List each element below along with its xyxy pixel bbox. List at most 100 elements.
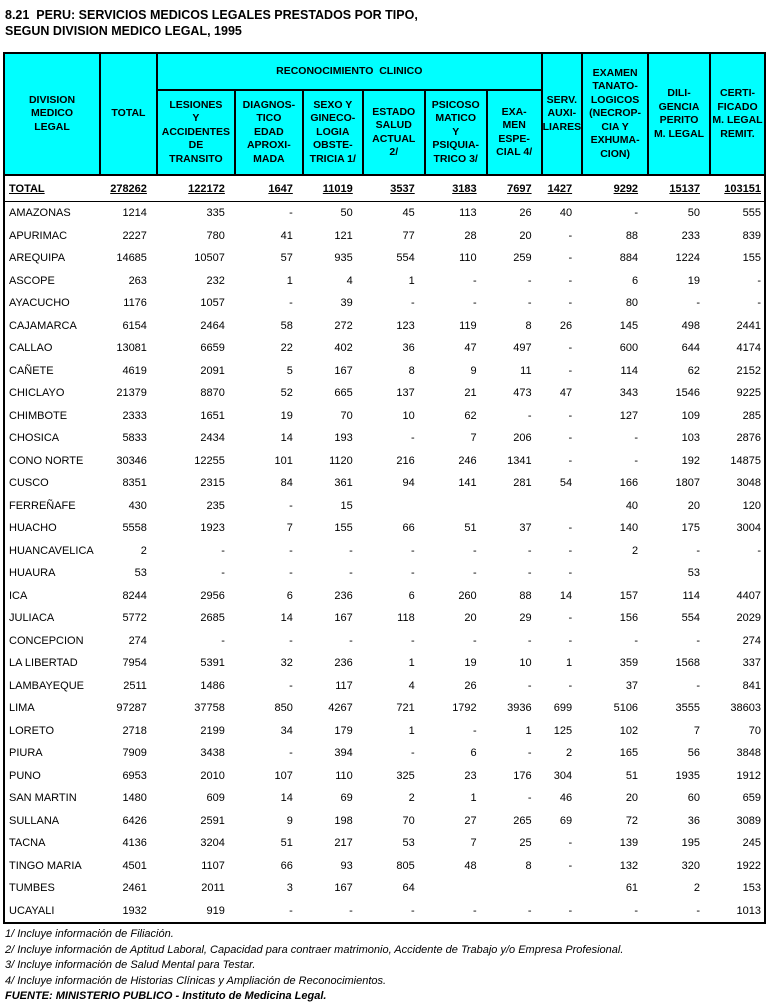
value-cell: 28: [464, 229, 477, 242]
value-cell: 140: [619, 522, 639, 535]
value-cell: 206: [513, 432, 532, 445]
total-value-cell: 3183: [424, 175, 487, 202]
value-cell: 839: [742, 229, 761, 242]
division-cell: LA LIBERTAD: [9, 657, 78, 670]
value-cell: -: [696, 904, 700, 917]
value-cell: 304: [553, 769, 573, 782]
value-cell: 32: [280, 657, 293, 670]
value-cell: 54: [559, 477, 573, 490]
value-cell: 1: [565, 657, 573, 670]
value-cell: 26: [464, 679, 477, 692]
division-cell: ASCOPE: [9, 274, 55, 287]
value-cell: 359: [619, 657, 639, 670]
value-cell: 1176: [123, 297, 147, 310]
value-cell: 265: [513, 814, 532, 827]
value-cell: 5: [286, 364, 293, 377]
value-cell: 4619: [122, 364, 147, 377]
col-header-division-medico-legal: DIVISION MEDICO LEGAL: [3, 52, 101, 176]
value-cell: 3004: [736, 522, 761, 535]
value-cell: 3936: [507, 702, 532, 715]
title-line-1: 8.21 PERU: SERVICIOS MEDICOS LEGALES PRE…: [5, 8, 418, 22]
division-cell: CHICLAYO: [9, 387, 65, 400]
value-cell: 94: [402, 477, 415, 490]
table-row: TUMBES 2461 2011 3 167 64 61 2 153: [4, 877, 765, 900]
value-cell: 1: [525, 724, 532, 737]
value-cell: 8: [408, 364, 415, 377]
value-cell: 1912: [736, 769, 761, 782]
value-cell: 113: [459, 207, 477, 220]
value-cell: -: [349, 634, 353, 647]
value-cell: 272: [334, 319, 353, 332]
value-cell: -: [289, 904, 293, 917]
value-cell: 498: [681, 319, 700, 332]
col-header-serv-auxiliares: SERV. AUXI- LIARES: [540, 52, 584, 176]
value-cell: 179: [334, 724, 353, 737]
value-cell: -: [568, 837, 573, 850]
value-cell: 5772: [122, 612, 147, 625]
table-row: CUSCO 8351 2315 84 361 94 141 281 54 166 1807 3048: [4, 472, 765, 495]
table-row: TINGO MARIA 4501 1107 66 93 805 48 8 - 132 320 192…: [4, 855, 765, 878]
table-row: PIURA 7909 3438 - 394 - 6 - 2 165 56 3848: [4, 742, 765, 765]
value-cell: 554: [396, 252, 415, 265]
value-cell: -: [527, 792, 532, 805]
value-cell: 2685: [200, 612, 225, 625]
value-cell: [425, 495, 487, 518]
value-cell: 7954: [122, 657, 147, 670]
value-cell: 66: [402, 522, 415, 535]
value-cell: 2: [693, 882, 700, 895]
value-cell: 4: [408, 679, 415, 692]
value-cell: 40: [559, 207, 573, 220]
value-cell: 361: [334, 477, 353, 490]
value-cell: 114: [682, 589, 700, 602]
value-cell: 4267: [328, 702, 353, 715]
value-cell: 5558: [122, 522, 147, 535]
division-cell: SAN MARTIN: [9, 792, 77, 805]
value-cell: 7: [693, 724, 700, 737]
table-row: HUACHO 5558 1923 7 155 66 51 37 - 140 175 3004: [4, 517, 765, 540]
value-cell: -: [757, 544, 761, 557]
division-cell: CONO NORTE: [9, 454, 84, 467]
value-cell: 1341: [507, 454, 532, 467]
value-cell: -: [568, 297, 573, 310]
value-cell: 1807: [675, 477, 700, 490]
value-cell: -: [289, 297, 293, 310]
value-cell: 66: [280, 859, 293, 872]
value-cell: 37758: [194, 702, 225, 715]
table-row: CAJAMARCA 6154 2464 58 272 123 119 8 26 145 498 24…: [4, 315, 765, 338]
value-cell: 473: [513, 387, 532, 400]
value-cell: 120: [742, 499, 761, 512]
value-cell: -: [568, 634, 573, 647]
value-cell: -: [349, 544, 353, 557]
value-cell: 2956: [200, 589, 225, 602]
total-value-cell: 278262: [99, 175, 157, 202]
value-cell: -: [411, 567, 415, 580]
page-title: 8.21 PERU: SERVICIOS MEDICOS LEGALES PRE…: [5, 7, 766, 39]
table-row: LORETO 2718 2199 34 179 1 - 1 125 102 7 70: [4, 720, 765, 743]
value-cell: 721: [396, 702, 415, 715]
value-cell: -: [473, 567, 477, 580]
value-cell: 1480: [122, 792, 147, 805]
division-cell: SULLANA: [9, 814, 60, 827]
value-cell: 109: [681, 409, 700, 422]
value-cell: 27: [464, 814, 477, 827]
value-cell: 2511: [123, 679, 147, 692]
value-cell: 195: [681, 837, 700, 850]
value-cell: 2876: [736, 432, 761, 445]
total-value-cell: 7697: [486, 175, 542, 202]
value-cell: 125: [553, 724, 573, 737]
footnote-3: 3/ Incluye información de Salud Mental p…: [5, 959, 256, 971]
value-cell: 7: [286, 522, 293, 535]
value-cell: 320: [681, 859, 700, 872]
col-header-examen-especial: EXA- MEN ESPE- CIAL 4/: [485, 89, 543, 176]
value-cell: 167: [334, 364, 353, 377]
value-cell: 233: [681, 229, 700, 242]
value-cell: 3204: [200, 837, 225, 850]
value-cell: -: [568, 274, 573, 287]
value-cell: 69: [559, 814, 573, 827]
value-cell: 259: [513, 252, 532, 265]
value-cell: 216: [396, 454, 415, 467]
value-cell: 699: [553, 702, 573, 715]
value-cell: 110: [459, 252, 477, 265]
value-cell: 6: [631, 274, 639, 287]
value-cell: 4407: [736, 589, 761, 602]
